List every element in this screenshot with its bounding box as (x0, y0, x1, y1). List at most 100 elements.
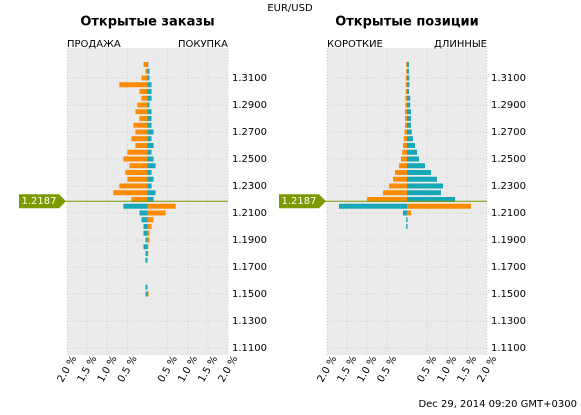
bar (407, 82, 410, 88)
bar (407, 210, 411, 216)
y-tick-label: 1.2300 (232, 181, 267, 192)
x-tick-label: 0.5 % (116, 354, 140, 384)
y-tick-label: 1.1100 (491, 343, 526, 354)
y-tick-label: 1.1700 (232, 262, 267, 273)
bar (147, 183, 152, 189)
bar (407, 95, 411, 101)
bar (147, 210, 166, 216)
bar (407, 149, 417, 155)
bar (141, 75, 148, 81)
bar (147, 176, 154, 182)
bar (147, 149, 152, 155)
y-tick-label: 1.1300 (232, 316, 267, 327)
panel-title: Открытые заказы (80, 15, 214, 30)
bar (389, 183, 407, 189)
y-tick-label: 1.2300 (491, 181, 526, 192)
y-tick-label: 1.1700 (491, 262, 526, 273)
x-tick-label: 2.0 % (217, 354, 241, 384)
bar (367, 196, 407, 202)
bar (405, 115, 407, 121)
y-tick-label: 1.2700 (232, 127, 267, 138)
legend-label: КОРОТКИЕ (327, 39, 383, 50)
bar (407, 217, 408, 223)
bar (405, 122, 407, 128)
bar (135, 109, 148, 115)
price-label: 1.2187 (22, 196, 57, 207)
page-title: EUR/USD (267, 3, 313, 14)
bar (147, 61, 149, 67)
bar (407, 115, 411, 121)
bar (147, 142, 154, 148)
bar (119, 82, 148, 88)
bar (405, 95, 407, 101)
bar (147, 291, 149, 297)
bar (407, 142, 415, 148)
bar (406, 68, 407, 74)
bar (407, 196, 455, 202)
bar (119, 183, 148, 189)
bar (405, 75, 407, 81)
bar (407, 61, 409, 67)
bar (407, 102, 411, 108)
bar (145, 284, 148, 290)
bar (407, 163, 425, 169)
bar (131, 136, 148, 142)
bar (407, 136, 413, 142)
y-tick-label: 1.2500 (232, 154, 267, 165)
bar (139, 210, 148, 216)
bar (401, 156, 407, 162)
bar (137, 102, 148, 108)
bar (147, 169, 152, 175)
bar (145, 237, 148, 243)
bar (405, 102, 407, 108)
bar (147, 223, 152, 229)
bar (407, 122, 411, 128)
bar (125, 169, 148, 175)
bar (143, 244, 148, 250)
bar (147, 156, 154, 162)
bar (405, 82, 407, 88)
bar (147, 95, 152, 101)
price-label: 1.2187 (282, 196, 317, 207)
bar (139, 115, 148, 121)
bar (147, 196, 154, 202)
bar (402, 149, 407, 155)
bar (113, 190, 148, 196)
bar (145, 68, 148, 74)
bar (147, 75, 150, 81)
y-tick-label: 1.2900 (232, 100, 267, 111)
y-tick-label: 1.2900 (491, 100, 526, 111)
x-tick-label: 0.5 % (376, 354, 400, 384)
price-flag (279, 194, 326, 209)
bar (407, 203, 471, 209)
y-tick-label: 1.3100 (491, 73, 526, 84)
y-tick-label: 1.2500 (491, 154, 526, 165)
bar (147, 190, 156, 196)
bar (406, 61, 407, 67)
bar (407, 109, 411, 115)
y-tick-label: 1.1500 (232, 289, 267, 300)
bar (407, 190, 441, 196)
bar (143, 230, 148, 236)
bar (143, 61, 148, 67)
bar (407, 169, 431, 175)
y-tick-label: 1.2100 (232, 208, 267, 219)
bar (147, 82, 152, 88)
bar (141, 95, 148, 101)
bar (147, 129, 154, 135)
panel-title: Открытые позиции (335, 15, 479, 30)
bar (145, 250, 148, 256)
bar (147, 88, 152, 94)
y-tick-label: 1.3100 (232, 73, 267, 84)
bar (141, 217, 148, 223)
bar (405, 88, 407, 94)
bar (147, 250, 149, 256)
bar (407, 183, 443, 189)
bar (399, 163, 407, 169)
bar (135, 142, 148, 148)
bar (147, 230, 150, 236)
bar (129, 163, 148, 169)
bar (133, 122, 148, 128)
bar (147, 244, 149, 250)
